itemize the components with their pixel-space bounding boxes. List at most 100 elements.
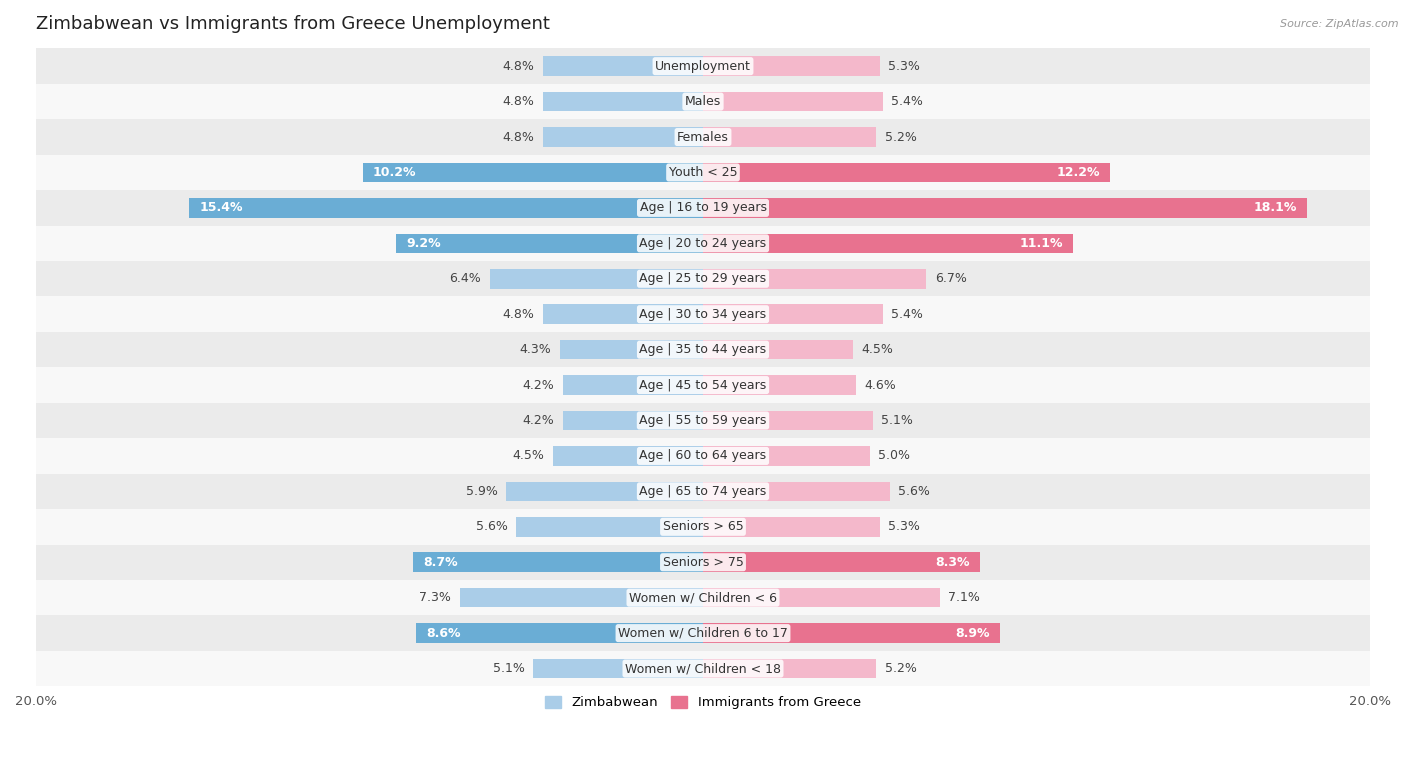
Bar [37,580,1369,615]
Bar [543,57,703,76]
Bar [190,198,703,218]
Bar [37,438,1369,474]
Bar [703,198,1306,218]
Text: 11.1%: 11.1% [1019,237,1063,250]
Text: 5.0%: 5.0% [879,450,910,463]
Bar [703,269,927,288]
Bar [562,375,703,395]
Bar [516,517,703,537]
Text: Females: Females [678,130,728,144]
Text: Women w/ Children < 18: Women w/ Children < 18 [626,662,780,675]
Bar [703,659,876,678]
Text: 7.3%: 7.3% [419,591,451,604]
Bar [37,544,1369,580]
Legend: Zimbabwean, Immigrants from Greece: Zimbabwean, Immigrants from Greece [540,690,866,715]
Text: 4.8%: 4.8% [503,130,534,144]
Bar [533,659,703,678]
Bar [703,553,980,572]
Bar [37,297,1369,332]
Text: 4.8%: 4.8% [503,60,534,73]
Text: 5.6%: 5.6% [898,485,929,498]
Bar [37,190,1369,226]
Text: 5.2%: 5.2% [884,662,917,675]
Bar [506,481,703,501]
Bar [703,623,1000,643]
Bar [703,92,883,111]
Text: 6.4%: 6.4% [450,273,481,285]
Bar [703,517,880,537]
Text: Seniors > 75: Seniors > 75 [662,556,744,569]
Bar [413,553,703,572]
Text: 4.3%: 4.3% [519,343,551,356]
Bar [703,411,873,430]
Text: 8.9%: 8.9% [955,627,990,640]
Text: Age | 60 to 64 years: Age | 60 to 64 years [640,450,766,463]
Bar [703,304,883,324]
Bar [363,163,703,182]
Text: 4.5%: 4.5% [862,343,893,356]
Bar [703,57,880,76]
Text: 9.2%: 9.2% [406,237,441,250]
Bar [703,481,890,501]
Text: Age | 35 to 44 years: Age | 35 to 44 years [640,343,766,356]
Text: Unemployment: Unemployment [655,60,751,73]
Text: 6.7%: 6.7% [935,273,967,285]
Bar [543,92,703,111]
Text: Women w/ Children < 6: Women w/ Children < 6 [628,591,778,604]
Bar [37,474,1369,509]
Bar [543,127,703,147]
Bar [37,48,1369,84]
Text: 5.3%: 5.3% [889,60,920,73]
Bar [562,411,703,430]
Text: 5.2%: 5.2% [884,130,917,144]
Text: Age | 55 to 59 years: Age | 55 to 59 years [640,414,766,427]
Text: 4.8%: 4.8% [503,95,534,108]
Bar [703,340,853,360]
Text: Age | 65 to 74 years: Age | 65 to 74 years [640,485,766,498]
Text: 15.4%: 15.4% [200,201,243,214]
Bar [37,154,1369,190]
Bar [560,340,703,360]
Text: 5.4%: 5.4% [891,95,924,108]
Text: 5.9%: 5.9% [465,485,498,498]
Text: 5.6%: 5.6% [477,520,508,533]
Bar [703,588,939,607]
Bar [543,304,703,324]
Bar [37,226,1369,261]
Text: 12.2%: 12.2% [1056,166,1099,179]
Text: 4.5%: 4.5% [513,450,544,463]
Bar [37,120,1369,154]
Text: 10.2%: 10.2% [373,166,416,179]
Bar [703,127,876,147]
Bar [37,615,1369,651]
Text: Source: ZipAtlas.com: Source: ZipAtlas.com [1281,19,1399,29]
Text: Males: Males [685,95,721,108]
Text: 8.3%: 8.3% [935,556,970,569]
Bar [416,623,703,643]
Text: Zimbabwean vs Immigrants from Greece Unemployment: Zimbabwean vs Immigrants from Greece Une… [37,15,550,33]
Text: 8.6%: 8.6% [426,627,461,640]
Text: 4.8%: 4.8% [503,307,534,321]
Bar [553,446,703,466]
Text: Age | 30 to 34 years: Age | 30 to 34 years [640,307,766,321]
Bar [37,509,1369,544]
Text: Age | 25 to 29 years: Age | 25 to 29 years [640,273,766,285]
Text: 5.4%: 5.4% [891,307,924,321]
Bar [703,375,856,395]
Text: Youth < 25: Youth < 25 [669,166,737,179]
Bar [396,234,703,253]
Text: 4.6%: 4.6% [865,378,897,391]
Bar [703,446,870,466]
Text: Age | 20 to 24 years: Age | 20 to 24 years [640,237,766,250]
Bar [37,84,1369,120]
Bar [37,367,1369,403]
Text: Women w/ Children 6 to 17: Women w/ Children 6 to 17 [619,627,787,640]
Text: 5.3%: 5.3% [889,520,920,533]
Bar [37,261,1369,297]
Bar [489,269,703,288]
Text: Age | 16 to 19 years: Age | 16 to 19 years [640,201,766,214]
Text: 7.1%: 7.1% [948,591,980,604]
Bar [37,651,1369,687]
Text: Seniors > 65: Seniors > 65 [662,520,744,533]
Bar [37,403,1369,438]
